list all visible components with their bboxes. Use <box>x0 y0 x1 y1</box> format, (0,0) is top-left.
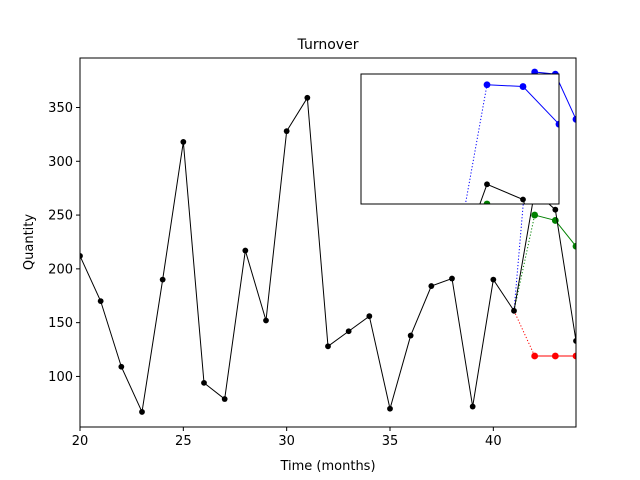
data-point-observed <box>304 94 311 101</box>
data-point-forecast-high <box>555 120 559 128</box>
data-point-observed <box>407 332 414 339</box>
x-axis-ticks: 20 25 30 35 40 <box>72 427 502 449</box>
main-plot-series <box>80 68 576 415</box>
y-tick-label: 350 <box>48 101 73 116</box>
data-point-observed <box>97 298 104 305</box>
data-point-observed <box>221 396 228 402</box>
data-point-observed <box>520 196 526 203</box>
x-tick-label: 40 <box>485 434 502 449</box>
y-tick-label: 100 <box>48 370 73 385</box>
x-tick-label: 35 <box>382 434 399 449</box>
y-tick-label: 200 <box>48 262 73 277</box>
data-point-observed <box>159 276 166 283</box>
y-tick-label: 250 <box>48 209 73 224</box>
data-point-observed <box>345 328 352 335</box>
data-point-observed <box>366 313 373 320</box>
data-point-forecast-mid <box>483 200 491 204</box>
data-point-observed <box>201 380 207 386</box>
y-axis-ticks: 100 150 200 250 300 350 <box>48 101 80 385</box>
data-point-observed <box>490 276 497 283</box>
data-point-observed <box>325 343 331 350</box>
data-point-forecast-mid <box>531 211 539 219</box>
data-point-observed <box>511 307 517 314</box>
data-point-observed <box>139 409 145 415</box>
data-point-observed <box>484 181 490 188</box>
data-point-observed <box>552 206 559 213</box>
data-point-observed <box>118 363 125 370</box>
data-point-observed <box>242 247 249 254</box>
data-point-observed <box>80 253 83 259</box>
data-point-observed <box>573 338 576 344</box>
inset-plot-series <box>464 81 559 204</box>
data-point-observed <box>469 403 476 410</box>
x-axis-label: Time (months) <box>279 459 375 474</box>
data-point-forecast-low <box>551 352 559 360</box>
data-point-forecast-high <box>572 115 576 123</box>
data-point-observed <box>263 317 269 324</box>
data-point-observed <box>428 283 435 289</box>
y-tick-label: 300 <box>48 155 73 170</box>
data-point-observed <box>449 275 455 282</box>
data-point-forecast-mid <box>572 242 576 250</box>
data-point-observed <box>283 128 290 135</box>
series-link-forecast-mid <box>513 214 536 311</box>
data-point-forecast-high <box>519 83 527 90</box>
data-point-observed <box>387 405 393 412</box>
inset-background <box>361 74 559 204</box>
inset-frame <box>360 73 560 205</box>
x-tick-label: 25 <box>175 434 192 449</box>
data-point-observed <box>180 139 187 145</box>
plot-frame <box>79 57 577 428</box>
x-tick-label: 30 <box>278 434 295 449</box>
y-axis-label: Quantity <box>22 214 37 270</box>
data-point-forecast-high <box>483 81 491 89</box>
data-point-forecast-low <box>531 352 539 360</box>
chart-title: Turnover <box>297 37 359 53</box>
data-point-forecast-low <box>572 352 576 360</box>
y-tick-label: 150 <box>48 316 73 331</box>
x-tick-label: 20 <box>72 434 89 449</box>
